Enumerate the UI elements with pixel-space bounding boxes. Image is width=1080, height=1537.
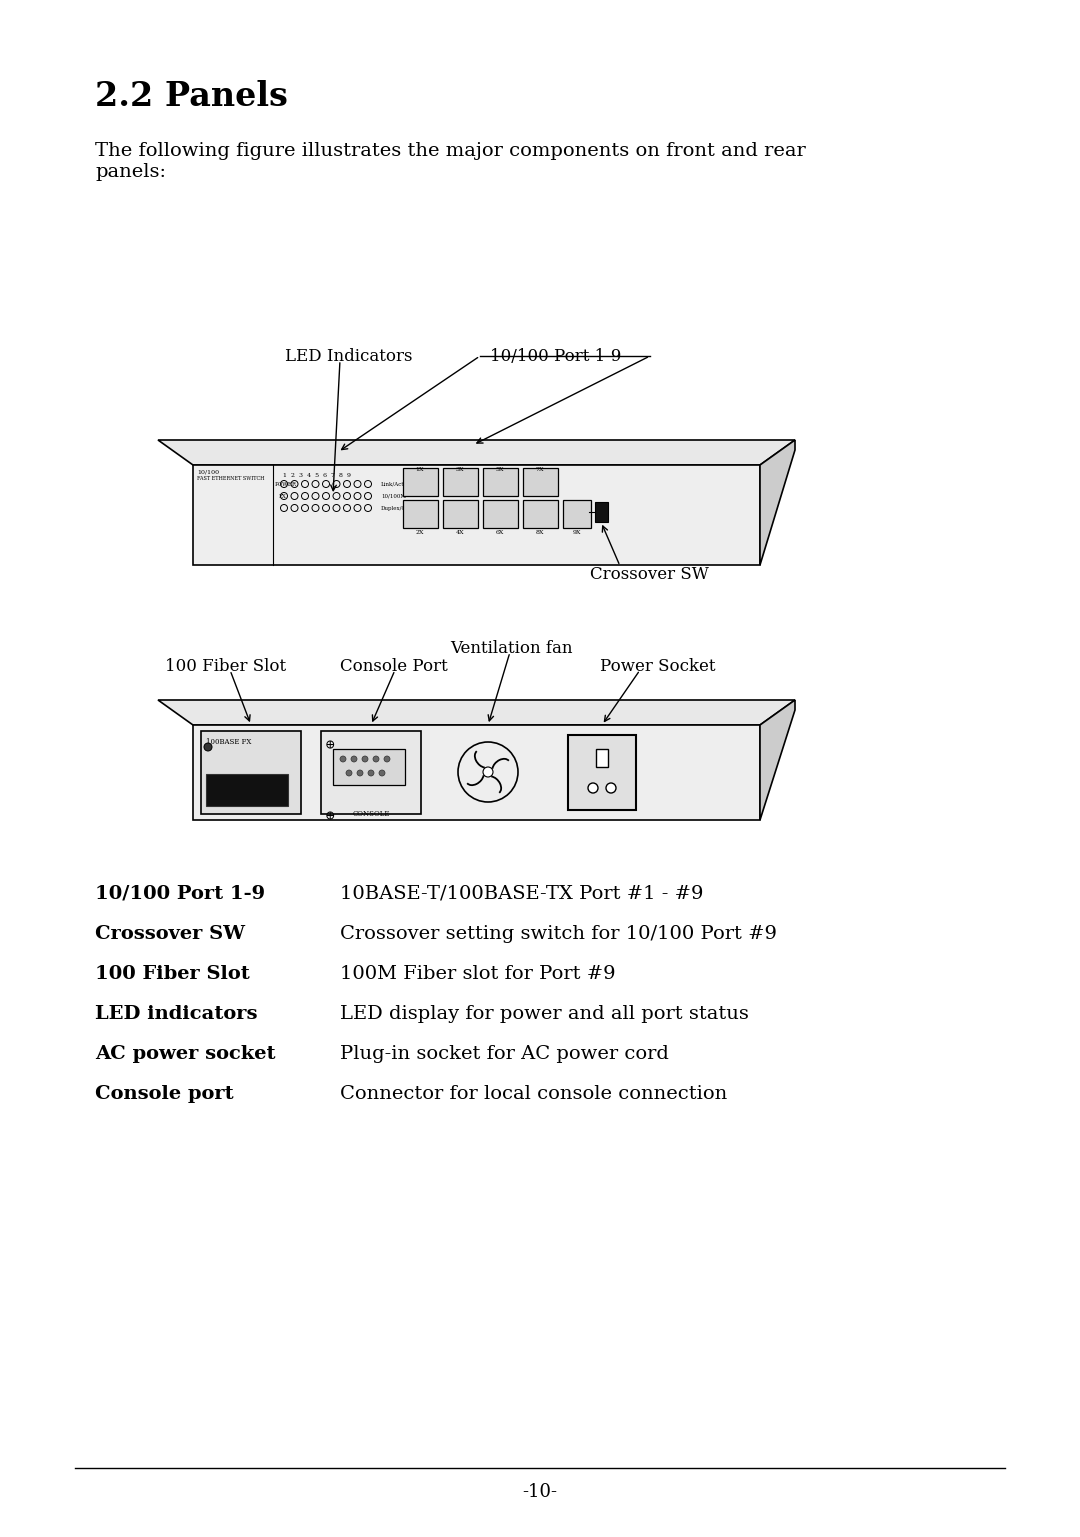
Text: POWER: POWER [275,483,297,487]
Text: 1X: 1X [416,467,424,472]
Text: 1  2  3  4  5  6  7  8  9: 1 2 3 4 5 6 7 8 9 [283,473,351,478]
Text: 100 Fiber Slot: 100 Fiber Slot [95,965,249,984]
Bar [403,500,438,529]
Circle shape [346,770,352,776]
Circle shape [483,767,492,778]
Bar [523,467,558,496]
Bar [595,503,608,523]
Text: 3X: 3X [456,467,464,472]
Bar [443,500,478,529]
Bar [321,732,421,815]
Text: 6X: 6X [496,530,504,535]
Text: Console port: Console port [95,1085,233,1104]
Bar [568,735,636,810]
Circle shape [379,770,384,776]
Circle shape [340,756,346,762]
Text: 100 Fiber Slot: 100 Fiber Slot [165,658,286,675]
Text: Crossover SW: Crossover SW [590,566,708,583]
Bar [483,500,518,529]
Bar [206,775,288,805]
Text: 10/100: 10/100 [197,470,219,475]
Text: Ventilation fan: Ventilation fan [450,639,572,656]
Text: The following figure illustrates the major components on front and rear
panels:: The following figure illustrates the maj… [95,141,806,181]
Text: LED Indicators: LED Indicators [285,347,413,364]
Text: 10/100M: 10/100M [381,493,406,500]
Circle shape [373,756,379,762]
Text: 9X: 9X [572,530,581,535]
Polygon shape [193,466,760,566]
Text: Plug-in socket for AC power cord: Plug-in socket for AC power cord [340,1045,669,1064]
Text: 10/100 Port 1-9: 10/100 Port 1-9 [490,347,621,364]
Polygon shape [760,699,795,821]
Text: Crossover SW: Crossover SW [95,925,245,944]
Polygon shape [193,725,760,821]
Circle shape [368,770,374,776]
Text: 10BASE-T/100BASE-TX Port #1 - #9: 10BASE-T/100BASE-TX Port #1 - #9 [340,885,703,904]
Bar [563,500,591,529]
Text: 8X: 8X [536,530,544,535]
Text: LED indicators: LED indicators [95,1005,257,1024]
Text: 100BASE FX: 100BASE FX [206,738,252,745]
Circle shape [588,782,598,793]
Text: ⊕: ⊕ [325,810,336,822]
Text: 2X: 2X [416,530,424,535]
Text: CONSOLE: CONSOLE [352,810,390,818]
Circle shape [606,782,616,793]
Circle shape [204,742,212,752]
Polygon shape [158,699,795,725]
Text: ⊕: ⊕ [325,739,336,752]
Text: Console Port: Console Port [340,658,448,675]
Bar [483,467,518,496]
Text: Power Socket: Power Socket [600,658,715,675]
Text: -10-: -10- [523,1483,557,1502]
Text: FX: FX [279,493,287,500]
Text: 5X: 5X [496,467,504,472]
Bar [333,749,405,785]
Circle shape [351,756,357,762]
Text: Connector for local console connection: Connector for local console connection [340,1085,727,1104]
Bar [443,467,478,496]
Text: Duplex/Col: Duplex/Col [381,506,411,510]
Text: 4X: 4X [456,530,464,535]
Circle shape [357,770,363,776]
Polygon shape [760,440,795,566]
Text: Link/Act: Link/Act [381,483,405,487]
Text: LED display for power and all port status: LED display for power and all port statu… [340,1005,748,1024]
Bar [403,467,438,496]
Circle shape [362,756,368,762]
Bar [596,749,608,767]
Polygon shape [158,440,795,466]
Bar [201,732,301,815]
Text: 10/100 Port 1-9: 10/100 Port 1-9 [95,885,265,904]
Bar [523,500,558,529]
Text: 100M Fiber slot for Port #9: 100M Fiber slot for Port #9 [340,965,616,984]
Text: 2.2 Panels: 2.2 Panels [95,80,288,114]
Text: FAST ETHERNET SWITCH: FAST ETHERNET SWITCH [197,476,265,481]
Text: 7X: 7X [536,467,544,472]
Circle shape [458,742,518,802]
Text: AC power socket: AC power socket [95,1045,275,1064]
Text: Crossover setting switch for 10/100 Port #9: Crossover setting switch for 10/100 Port… [340,925,777,944]
Circle shape [384,756,390,762]
